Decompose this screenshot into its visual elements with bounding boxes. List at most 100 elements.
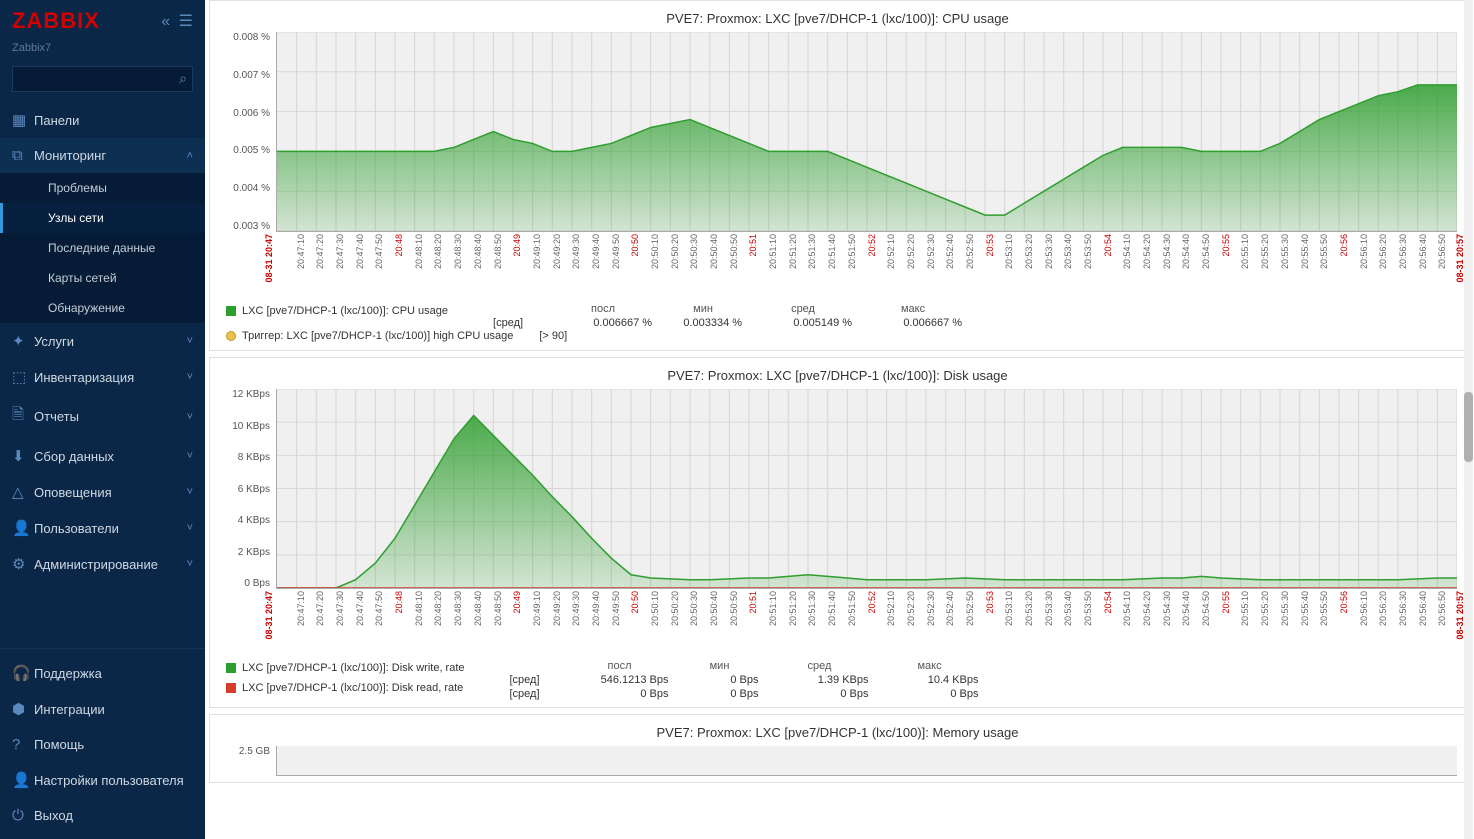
y-tick: 2 KBps (238, 547, 270, 558)
x-tick-minor: 20:52:10 (886, 591, 896, 626)
x-tick-minor: 20:48:40 (473, 234, 483, 269)
nav-label: Панели (34, 113, 193, 128)
bottom-nav-item-logout[interactable]: ⏻ Выход (0, 798, 205, 833)
nav-item-inventory[interactable]: ⬚ Инвентаризация ˅ (0, 359, 205, 395)
nav-item-collect[interactable]: ⬇ Сбор данных ˅ (0, 438, 205, 474)
alerts-icon: △ (12, 483, 34, 501)
sub-nav-item[interactable]: Карты сетей (0, 263, 205, 293)
x-tick-minor: 20:53:50 (1083, 591, 1093, 626)
sub-nav-item[interactable]: Проблемы (0, 173, 205, 203)
collapse-icon[interactable]: « (161, 13, 170, 30)
x-tick-minor: 20:47:10 (296, 591, 306, 626)
stat-value: 0.006667 % (548, 316, 658, 330)
x-tick-minor: 20:52:40 (945, 591, 955, 626)
stat-header (485, 659, 565, 673)
stat-value: 10.4 KBps (875, 673, 985, 687)
sub-nav-item[interactable]: Обнаружение (0, 293, 205, 323)
x-tick-minor: 20:49:20 (552, 234, 562, 269)
logo[interactable]: ZABBIX (12, 8, 157, 34)
nav-item-alerts[interactable]: △ Оповещения ˅ (0, 474, 205, 510)
x-tick-minor: 20:48:50 (493, 591, 503, 626)
stat-header: посл (565, 659, 675, 673)
nav-item-users[interactable]: 👤 Пользователи ˅ (0, 510, 205, 546)
nav-label: Услуги (34, 334, 187, 349)
legend-swatch (226, 683, 236, 693)
chart-card-disk: PVE7: Proxmox: LXC [pve7/DHCP-1 (lxc/100… (209, 357, 1466, 708)
x-tick-major: 20:48 (394, 234, 404, 257)
legend-agg: [сред] (468, 316, 548, 330)
nav-item-monitor[interactable]: ⧉ Мониторинг ˄ (0, 138, 205, 173)
legend-label: LXC [pve7/DHCP-1 (lxc/100)]: CPU usage (242, 305, 448, 317)
x-tick-minor: 20:51:30 (807, 591, 817, 626)
x-tick-minor: 20:49:30 (571, 234, 581, 269)
plot-area[interactable] (276, 32, 1457, 232)
stat-header: макс (858, 302, 968, 316)
x-tick-minor: 20:48:30 (453, 591, 463, 626)
x-tick-end: 08-31 20:57 (1455, 234, 1465, 283)
collect-icon: ⬇ (12, 447, 34, 465)
reports-icon: 🗎 (12, 404, 34, 429)
plot-area[interactable] (276, 389, 1457, 589)
nav-item-reports[interactable]: 🗎 Отчеты ˅ (0, 395, 205, 438)
nav-item-services[interactable]: ✦ Услуги ˅ (0, 323, 205, 359)
x-tick-minor: 20:50:20 (670, 234, 680, 269)
chevron-down-icon: ˅ (187, 450, 193, 462)
bottom-nav-item-usersettings[interactable]: 👤 Настройки пользователя (0, 762, 205, 798)
stat-value: 0 Bps (875, 687, 985, 701)
stat-value: 0 Bps (675, 673, 765, 687)
y-tick: 12 KBps (232, 389, 270, 400)
scrollbar-thumb[interactable] (1464, 392, 1473, 462)
sub-nav: ПроблемыУзлы сетиПоследние данныеКарты с… (0, 173, 205, 323)
nav-item-admin[interactable]: ⚙ Администрирование ˅ (0, 546, 205, 582)
chart-body: 0.008 %0.007 %0.006 %0.005 %0.004 %0.003… (218, 32, 1457, 232)
stat-header: мин (658, 302, 748, 316)
x-tick-minor: 20:50:30 (689, 591, 699, 626)
x-tick-minor: 20:55:10 (1240, 591, 1250, 626)
chart-svg (277, 389, 1457, 588)
x-tick-minor: 20:51:50 (847, 234, 857, 269)
x-tick-major: 20:52 (867, 591, 877, 614)
stat-value: 0 Bps (765, 687, 875, 701)
menu-toggle-icon[interactable]: ☰ (179, 13, 193, 30)
sub-nav-item[interactable]: Узлы сети (0, 203, 205, 233)
x-tick-minor: 20:53:20 (1024, 234, 1034, 269)
x-tick-major: 20:54 (1103, 591, 1113, 614)
logout-icon: ⏻ (12, 807, 34, 824)
x-tick-minor: 20:54:40 (1181, 591, 1191, 626)
search-input[interactable] (12, 66, 193, 92)
x-tick-minor: 20:49:10 (532, 591, 542, 626)
bottom-nav-item-help[interactable]: ? Помощь (0, 727, 205, 762)
main-nav: ▦ Панели ⧉ Мониторинг ˄ПроблемыУзлы сети… (0, 102, 205, 648)
x-tick-minor: 20:56:10 (1359, 591, 1369, 626)
x-tick-minor: 20:52:50 (965, 591, 975, 626)
sub-nav-item[interactable]: Последние данные (0, 233, 205, 263)
y-tick: 6 KBps (238, 484, 270, 495)
x-tick-major: 20:56 (1339, 591, 1349, 614)
nav-label: Сбор данных (34, 449, 187, 464)
stat-value: 0 Bps (675, 687, 765, 701)
nav-item-panels[interactable]: ▦ Панели (0, 102, 205, 138)
x-tick-major: 20:48 (394, 591, 404, 614)
chart-body: 2.5 GB (218, 746, 1457, 776)
bottom-nav-item-integr[interactable]: ⬢ Интеграции (0, 691, 205, 727)
trigger-condition: [> 90] (539, 330, 567, 342)
x-tick-minor: 20:54:30 (1162, 234, 1172, 269)
x-tick-minor: 20:49:40 (591, 591, 601, 626)
chart-card-mem: PVE7: Proxmox: LXC [pve7/DHCP-1 (lxc/100… (209, 714, 1466, 783)
scrollbar-track[interactable] (1464, 0, 1473, 839)
x-tick-minor: 20:48:20 (433, 591, 443, 626)
search-icon[interactable]: ⌕ (179, 70, 187, 87)
x-tick-minor: 20:56:10 (1359, 234, 1369, 269)
nav-label: Интеграции (34, 702, 193, 717)
x-tick-minor: 20:48:30 (453, 234, 463, 269)
chevron-down-icon: ˅ (187, 335, 193, 347)
bottom-nav-item-support[interactable]: 🎧 Поддержка (0, 655, 205, 691)
x-tick-minor: 20:55:10 (1240, 234, 1250, 269)
legend-agg: [сред] (485, 673, 565, 687)
x-tick-minor: 20:50:20 (670, 591, 680, 626)
x-tick-minor: 20:53:40 (1063, 234, 1073, 269)
plot-area[interactable] (276, 746, 1457, 776)
y-axis: 2.5 GB (218, 746, 276, 776)
x-tick-minor: 20:54:20 (1142, 234, 1152, 269)
legend-row: LXC [pve7/DHCP-1 (lxc/100)]: Disk write,… (226, 659, 465, 677)
